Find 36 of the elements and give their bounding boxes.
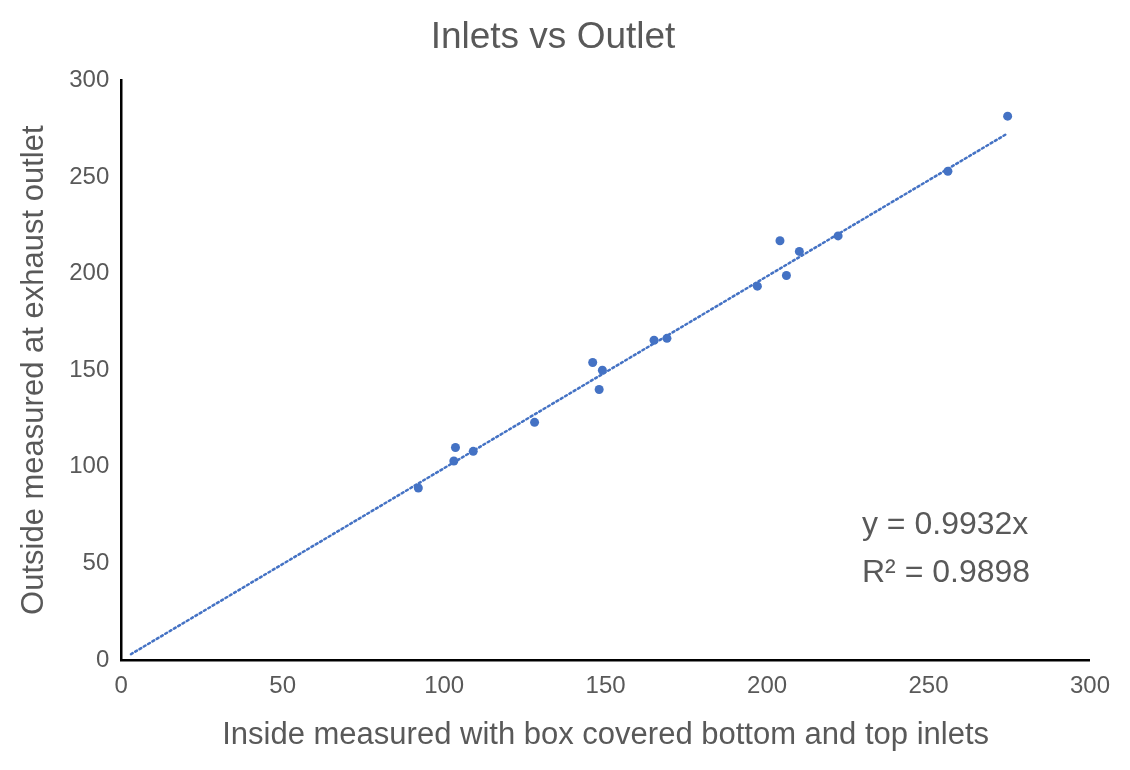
point <box>449 456 459 466</box>
point <box>468 446 478 456</box>
annotation: y = 0.9932x <box>861 504 1029 541</box>
x-tick-label: 100 <box>424 671 465 699</box>
point <box>597 365 607 375</box>
y-tick-label: 0 <box>95 644 110 672</box>
y-tick-label: 300 <box>69 65 110 93</box>
y-tick-label: 50 <box>82 548 110 576</box>
point <box>775 236 785 246</box>
point <box>794 246 804 256</box>
y-tick-label: 150 <box>69 354 110 382</box>
y-tick-label: 100 <box>69 451 110 479</box>
point <box>649 335 659 345</box>
x-tick-label: 200 <box>747 671 788 699</box>
point <box>662 333 672 343</box>
y-tick-label: 250 <box>69 161 110 189</box>
y-tick-label: 200 <box>69 258 110 286</box>
point <box>413 483 423 493</box>
point <box>530 417 540 427</box>
x-axis-title: Inside measured with box covered bottom and top inlets <box>222 715 990 751</box>
x-tick-label: 150 <box>585 671 626 699</box>
point <box>1003 111 1013 121</box>
point <box>833 231 843 241</box>
point <box>588 357 598 367</box>
x-tick-label: 300 <box>1069 671 1110 699</box>
annotation: R² = 0.9898 <box>861 552 1031 589</box>
point <box>594 385 604 395</box>
point <box>781 271 791 281</box>
x-tick-label: 50 <box>269 671 297 699</box>
y-axis-title: Outside measured at exhaust outlet <box>15 125 51 615</box>
point <box>450 442 460 452</box>
point <box>752 281 762 291</box>
point <box>943 166 953 176</box>
chart-title: Inlets vs Outlet <box>430 15 677 57</box>
x-tick-label: 0 <box>114 671 128 699</box>
x-tick-label: 250 <box>908 671 949 699</box>
